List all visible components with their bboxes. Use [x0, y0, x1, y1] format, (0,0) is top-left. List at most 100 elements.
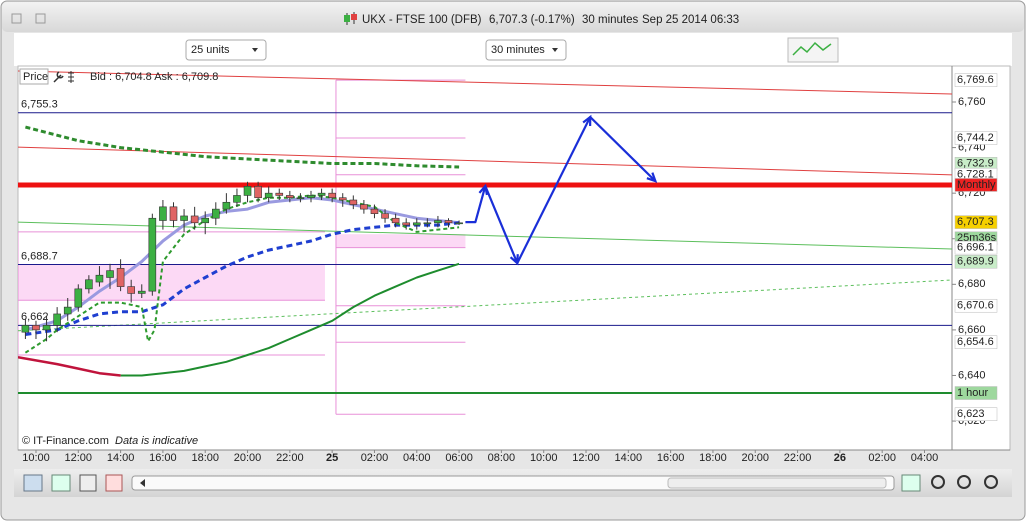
x-tick-label: 04:00	[403, 452, 431, 464]
wrench-icon[interactable]	[53, 71, 64, 83]
candle-body	[21, 325, 30, 333]
tool-button[interactable]	[79, 474, 97, 492]
candle-body	[53, 313, 61, 326]
close-button[interactable]	[11, 13, 22, 24]
x-tick-label: 26	[834, 452, 846, 464]
candle-body	[137, 290, 146, 294]
x-tick-label: 12:00	[65, 452, 93, 464]
candle-body	[32, 325, 40, 331]
candle-body	[180, 215, 188, 221]
axes: 6,6206,6406,6606,6806,7006,7206,7406,760…	[22, 73, 998, 464]
pivot-band	[335, 234, 466, 248]
candle-body	[328, 192, 336, 199]
candle-body	[85, 279, 93, 290]
scroll-thumb[interactable]	[667, 477, 887, 489]
candle-body	[307, 195, 315, 199]
candle-body	[127, 286, 135, 294]
candle-body	[360, 204, 368, 210]
x-tick-label: 12:00	[572, 452, 600, 464]
forecast-arrowhead	[509, 254, 519, 266]
price-tag-label: Monthly	[957, 179, 996, 191]
settings-icon[interactable]	[68, 71, 74, 83]
price-tag-label: 6,689.9	[957, 256, 994, 268]
pivot-band	[18, 264, 325, 301]
trendline	[18, 70, 952, 95]
period-select[interactable]	[485, 39, 567, 61]
candle-body	[370, 208, 379, 214]
price-tag	[954, 407, 998, 421]
price-tag	[954, 131, 998, 145]
price-tag-label: 6,696.1	[957, 242, 994, 254]
price-tag	[954, 240, 998, 255]
price-tag	[954, 255, 998, 269]
price-tag	[954, 298, 998, 313]
candle-body	[243, 186, 252, 196]
legend-price: Price	[23, 71, 48, 83]
tool-button[interactable]	[105, 474, 123, 492]
x-tick-label: 16:00	[149, 452, 177, 464]
candle-body	[106, 270, 114, 278]
price-tag	[954, 73, 998, 87]
candle-body	[423, 222, 432, 225]
indicator-line	[24, 194, 460, 354]
candle-body	[412, 222, 421, 226]
candle-body	[148, 217, 157, 292]
candle-body	[212, 208, 220, 219]
datetime: Sep 25 2014 06:33	[642, 14, 739, 26]
restore-button[interactable]	[35, 13, 46, 24]
x-tick-label: 20:00	[234, 452, 262, 464]
x-tick-label: 10:00	[22, 452, 50, 464]
price-tag	[954, 178, 998, 192]
x-tick-label: 06:00	[445, 452, 473, 464]
candle-body	[275, 192, 284, 196]
price-tag	[954, 335, 998, 349]
quote: 6,707.3 (-0.17%)	[489, 14, 575, 26]
zoom-in[interactable]	[984, 475, 998, 489]
forecast-arrowhead	[582, 114, 592, 127]
candle-body	[254, 186, 262, 199]
candle-body	[95, 274, 104, 283]
period-value: 30 minutes	[491, 44, 545, 56]
candle-body	[381, 213, 389, 219]
dropdown-arrow	[252, 48, 258, 52]
forecast-path	[465, 115, 657, 265]
symbol: UKX - FTSE 100 (DFB)	[362, 14, 482, 26]
x-tick-label: 22:00	[276, 452, 304, 464]
level-label: 6,755.3	[21, 99, 58, 111]
x-tick-label: 18:00	[191, 452, 219, 464]
tool-button[interactable]	[23, 474, 43, 492]
data-note: Data is indicative	[115, 435, 198, 447]
candle-body	[74, 288, 83, 308]
price-tag-label: 6,654.6	[957, 336, 994, 348]
zoom-out[interactable]	[957, 475, 971, 489]
indicator-line	[120, 262, 460, 377]
candle-body	[201, 217, 210, 224]
plot-area: 6,755.3 6,688.7 6,662	[18, 70, 952, 415]
y-tick-label: 6,760	[958, 96, 986, 108]
tool-button[interactable]	[51, 474, 71, 492]
candle-body	[444, 220, 453, 224]
x-tick-label: 10:00	[530, 452, 558, 464]
indicator-line	[25, 125, 460, 169]
y-tick-label: 6,680	[958, 278, 986, 290]
zoom-fit[interactable]	[931, 475, 945, 489]
candle-body	[455, 222, 463, 225]
x-tick-label: 08:00	[488, 452, 516, 464]
candle-body	[317, 192, 326, 196]
x-tick-label: 18:00	[699, 452, 727, 464]
indicator-line	[24, 196, 460, 332]
candle-body	[402, 222, 410, 226]
candle-body	[233, 195, 241, 203]
legend-bid-ask: Bid : 6,704.8 Ask : 6,709.8	[90, 71, 218, 83]
x-tick-label: 22:00	[784, 452, 812, 464]
units-select[interactable]	[185, 39, 267, 61]
candle-body	[190, 215, 199, 224]
tool-button[interactable]	[901, 474, 921, 492]
price-tag-label: 1 hour	[957, 387, 989, 399]
chart-style-button[interactable]	[787, 37, 839, 63]
price-tag-label: 6,744.2	[957, 132, 994, 144]
price-tag-label: 6,769.6	[957, 74, 994, 86]
x-tick-label: 20:00	[741, 452, 769, 464]
trendline	[18, 146, 952, 176]
